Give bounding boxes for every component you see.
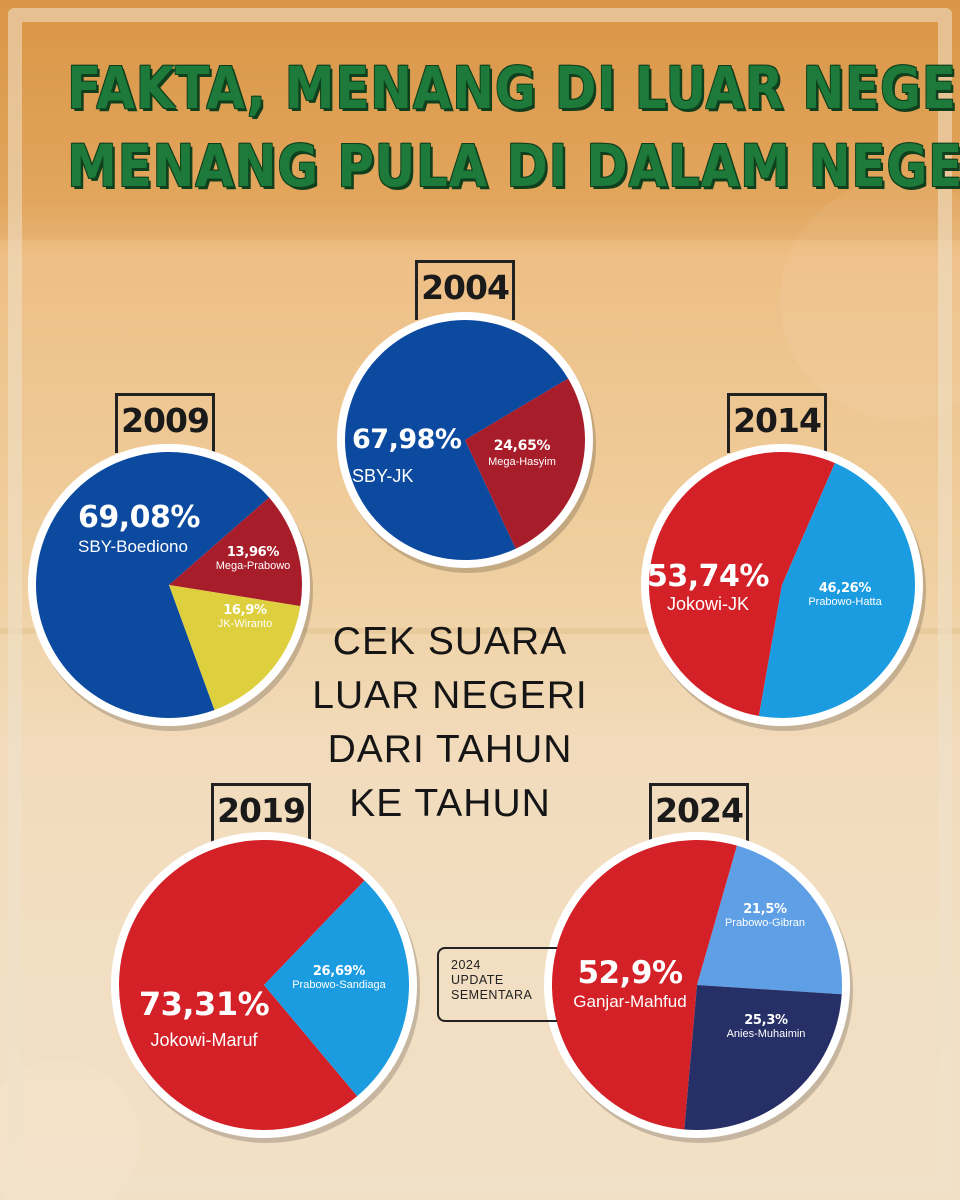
update-note: 2024 UPDATE SEMENTARA: [437, 947, 557, 1022]
center-caption: CEK SUARA LUAR NEGERI DARI TAHUN KE TAHU…: [312, 620, 588, 825]
pie-value-label-2024-prabowo-gibran: 21,5%: [743, 902, 787, 917]
pie-slice-2024-anies-muhaimin: [684, 985, 842, 1131]
pie-slice-2019-prabowo-sandiaga: [264, 880, 409, 1097]
year-label-2024: 2024: [649, 783, 749, 843]
pie-name-label-2009-mega-prabowo: Mega-Prabowo: [216, 560, 291, 572]
pie-slice-2009-sby-boediono: [36, 452, 270, 719]
pie-slice-2009-mega-prabowo: [169, 497, 303, 607]
pie-value-label-2009-jk-wiranto: 16,9%: [223, 603, 267, 618]
pie-value-label-2019-prabowo-sandiaga: 26,69%: [313, 964, 366, 979]
pie-value-label-2009-mega-prabowo: 13,96%: [227, 545, 280, 560]
pie-slice-2024-prabowo-gibran: [697, 845, 843, 995]
pie-slice-2009-jk-wiranto: [169, 585, 301, 710]
pie-value-label-2014-prabowo-hatta: 46,26%: [819, 581, 872, 596]
pie-value-label-2024-ganjar-mahfud: 52,9%: [577, 955, 682, 991]
pie-value-label-2009-sby-boediono: 69,08%: [78, 500, 200, 535]
torn-paper-frame: [8, 8, 952, 1192]
pie-2019: 73,31% Jokowi-Maruf 26,69%Prabowo-Sandiaga: [111, 832, 420, 1143]
pie-name-label-2009-jk-wiranto: JK-Wiranto: [218, 618, 272, 630]
pie-value-label-2024-anies-muhaimin: 25,3%: [744, 1013, 788, 1028]
pie-value-label-2004-mega-hasyim: 24,65%: [494, 438, 551, 454]
pie-name-label-2019-prabowo-sandiaga: Prabowo-Sandiaga: [292, 979, 386, 991]
pie-slice-2004-sby-jk: [344, 320, 569, 561]
pie-value-label-2019-jokowi-maruf: 73,31%: [139, 985, 270, 1023]
pie-name-label-2004-mega-hasyim: Mega-Hasyim: [488, 456, 556, 468]
pie-name-label-2009-sby-boediono: SBY-Boediono: [78, 537, 188, 556]
pie-2009: 69,08% SBY-Boediono 13,96%Mega-Prabowo 16,9…: [28, 444, 313, 731]
pie-slice-2024-ganjar-mahfud: [551, 840, 737, 1130]
year-label-2004: 2004: [415, 260, 515, 320]
pie-2004: 67,98% SBY-JK 24,65% Mega-Hasyim: [337, 312, 596, 573]
pie-name-label-2024-prabowo-gibran: Prabowo-Gibran: [725, 917, 805, 929]
pie-slice-2014-jokowi-jk: [649, 452, 835, 716]
pie-2024: 52,9%Ganjar-Mahfud 21,5%Prabowo-Gibran 25,…: [544, 832, 853, 1143]
headline-line-2: MENANG PULA DI DALAM NEGERI: [67, 132, 960, 200]
pie-name-label-2014-jokowi-jk: Jokowi-JK: [667, 594, 749, 614]
headline-line-1: FAKTA, MENANG DI LUAR NEGERI: [67, 54, 960, 122]
pie-name-label-2019-jokowi-maruf: Jokowi-Maruf: [150, 1030, 258, 1050]
year-label-2009: 2009: [115, 393, 215, 453]
pie-value-label-2014-jokowi-jk: 53,74%: [647, 559, 769, 594]
pie-name-label-2024-anies-muhaimin: Anies-Muhaimin: [727, 1028, 806, 1040]
pie-name-label-2004-sby-jk: SBY-JK: [352, 466, 413, 486]
pie-slice-2019-jokowi-maruf: [118, 840, 365, 1131]
pie-name-label-2024-ganjar-mahfud: Ganjar-Mahfud: [573, 992, 686, 1011]
pie-slice-2004-mega-hasyim: [465, 378, 585, 549]
year-label-2014: 2014: [727, 393, 827, 453]
pie-2014: 53,74%Jokowi-JK 46,26%Prabowo-Hatta: [641, 444, 926, 731]
pie-slice-2014-prabowo-hatta: [758, 463, 916, 719]
year-label-2019: 2019: [211, 783, 311, 843]
pie-value-label-2004-sby-jk: 67,98%: [352, 424, 462, 455]
pie-name-label-2014-prabowo-hatta: Prabowo-Hatta: [808, 596, 882, 608]
